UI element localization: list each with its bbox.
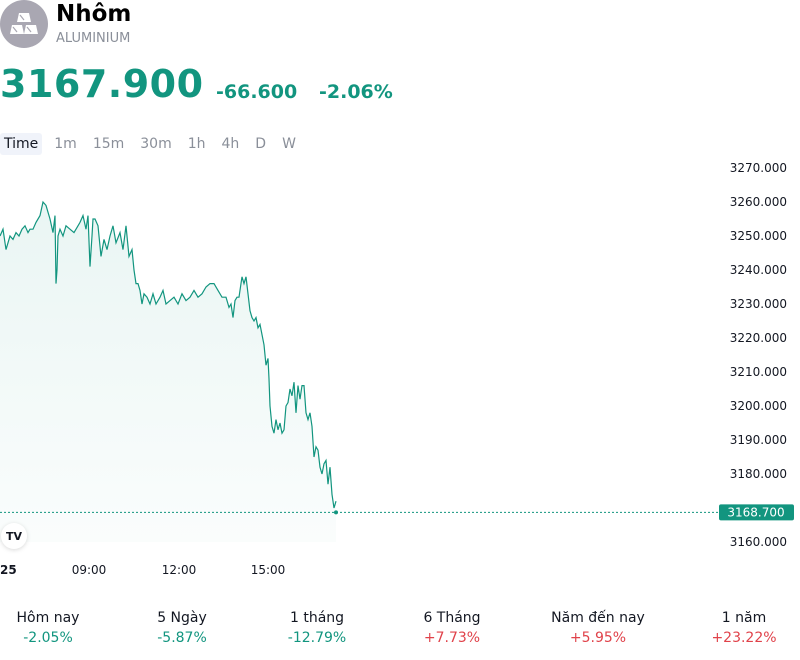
stat-label: 5 Ngày: [157, 610, 207, 626]
stat-value: +23.22%: [711, 630, 777, 646]
stat-label: Hôm nay: [16, 610, 80, 626]
price-row: 3167.900 -66.600 -2.06%: [0, 62, 800, 112]
y-tick-label: 3210.000: [730, 365, 787, 379]
y-tick-label: 3180.000: [730, 467, 787, 481]
y-tick-label: 3240.000: [730, 263, 787, 277]
stat-1-year[interactable]: 1 năm +23.22%: [684, 610, 800, 646]
y-tick-label: 3190.000: [730, 433, 787, 447]
y-axis: 3270.000 3260.000 3250.000 3240.000 3230.000…: [730, 161, 787, 549]
stat-value: -12.79%: [287, 630, 347, 646]
x-tick-label: 12:00: [162, 563, 197, 577]
price-area: [0, 202, 336, 542]
stat-value: -5.87%: [157, 630, 207, 646]
x-tick-label: 15:00: [251, 563, 286, 577]
stat-value: -2.05%: [23, 630, 73, 646]
aluminium-logo: [0, 0, 48, 48]
last-price-tag: [719, 504, 794, 521]
stat-value: +5.95%: [569, 630, 627, 646]
tab-4h[interactable]: 4h: [221, 136, 240, 152]
tab-w[interactable]: W: [282, 136, 296, 152]
y-tick-label: 3270.000: [730, 161, 787, 175]
stat-1-month[interactable]: 1 tháng -12.79%: [257, 610, 377, 646]
last-price-dot: [334, 510, 338, 515]
y-tick-label: 3250.000: [730, 229, 787, 243]
price-line: [0, 200, 337, 509]
last-price: 3167.900: [0, 62, 204, 106]
y-tick-label: 3220.000: [730, 331, 787, 345]
stat-label: 1 tháng: [289, 610, 345, 626]
price-chart[interactable]: 3270.000 3260.000 3250.000 3240.000 3230.000…: [0, 155, 800, 585]
y-tick-label: 3160.000: [730, 535, 787, 549]
performance-stats: Hôm nay -2.05% 5 Ngày -5.87% 1 tháng -12…: [0, 610, 800, 655]
x-tick-label: 25: [0, 563, 17, 577]
last-price-tag-label: 3168.700: [727, 505, 784, 519]
price-change-percent: -2.06%: [319, 81, 393, 103]
stat-label: Năm đến nay: [551, 610, 645, 626]
tab-1h[interactable]: 1h: [187, 136, 206, 152]
stat-ytd[interactable]: Năm đến nay +5.95%: [538, 610, 658, 646]
symbol-subtitle: ALUMINIUM: [56, 31, 131, 46]
tab-1m[interactable]: 1m: [54, 136, 77, 152]
tab-time[interactable]: Time: [0, 133, 43, 155]
tab-30m[interactable]: 30m: [140, 136, 172, 152]
tab-15m[interactable]: 15m: [92, 136, 125, 152]
tradingview-logo-icon: TV: [6, 530, 23, 543]
silver-bars-icon: [10, 13, 38, 34]
y-tick-label: 3260.000: [730, 195, 787, 209]
price-change: -66.600: [216, 81, 298, 103]
x-axis: 25 09:00 12:00 15:00: [0, 563, 285, 577]
stat-5-days[interactable]: 5 Ngày -5.87%: [122, 610, 242, 646]
tab-d[interactable]: D: [255, 136, 267, 152]
stat-label: 6 Tháng: [423, 610, 481, 626]
stat-today[interactable]: Hôm nay -2.05%: [0, 610, 108, 646]
stat-value: +7.73%: [423, 630, 481, 646]
stat-label: 1 năm: [721, 610, 767, 626]
tradingview-badge[interactable]: TV: [1, 523, 27, 549]
header: Nhôm ALUMINIUM: [0, 0, 800, 50]
symbol-title: Nhôm: [56, 1, 132, 27]
stat-6-months[interactable]: 6 Tháng +7.73%: [392, 610, 512, 646]
interval-tabs: Time 1m 15m 30m 1h 4h D W: [0, 131, 304, 157]
y-tick-label: 3200.000: [730, 399, 787, 413]
x-tick-label: 09:00: [72, 563, 107, 577]
y-tick-label: 3230.000: [730, 297, 787, 311]
